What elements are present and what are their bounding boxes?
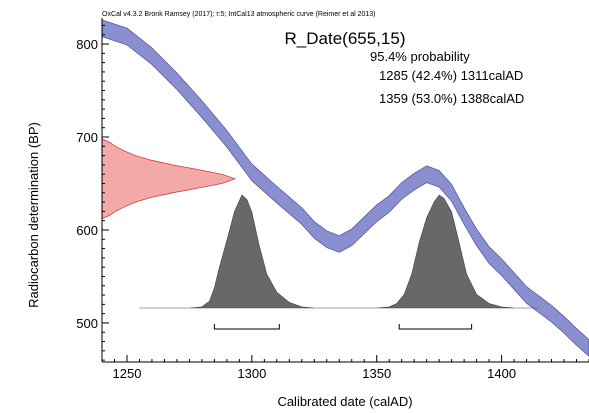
chart-title: R_Date(655,15) — [285, 29, 406, 48]
y-tick-label: 800 — [76, 37, 98, 52]
x-tick-label: 1300 — [237, 366, 266, 381]
plot-elements — [101, 19, 589, 357]
radiocarbon-distribution — [101, 138, 237, 220]
range-label-2: 1359 (53.0%) 1388calAD — [379, 91, 524, 106]
y-axis-label: Radiocarbon determination (BP) — [26, 122, 41, 308]
range-brackets — [213, 324, 473, 330]
y-tick-label: 600 — [76, 223, 98, 238]
range-bracket-2 — [398, 324, 473, 330]
radiocarbon-distribution-path — [101, 138, 237, 220]
x-axis-label: Calibrated date (calAD) — [277, 394, 412, 409]
x-axis-ticks: 1250 1300 1350 1400 — [113, 366, 517, 381]
range-bracket-1 — [213, 324, 280, 330]
x-tick-label: 1400 — [487, 366, 516, 381]
software-header: OxCal v4.3.2 Bronk Ramsey (2017); r:5; I… — [102, 11, 376, 18]
posterior-distribution — [139, 194, 540, 309]
probability-label: 95.4% probability — [370, 49, 470, 64]
x-tick-label: 1350 — [362, 366, 391, 381]
y-tick-label: 700 — [76, 130, 98, 145]
calibration-curve-band — [101, 19, 589, 357]
y-tick-label: 500 — [76, 316, 98, 331]
axes — [101, 18, 589, 363]
x-tick-label: 1250 — [113, 366, 142, 381]
range-label-1: 1285 (42.4%) 1311calAD — [379, 68, 523, 83]
y-axis-ticks: 500 600 700 800 — [76, 37, 98, 331]
posterior-distribution-path — [139, 194, 540, 309]
calibration-curve-band-path — [101, 19, 589, 357]
